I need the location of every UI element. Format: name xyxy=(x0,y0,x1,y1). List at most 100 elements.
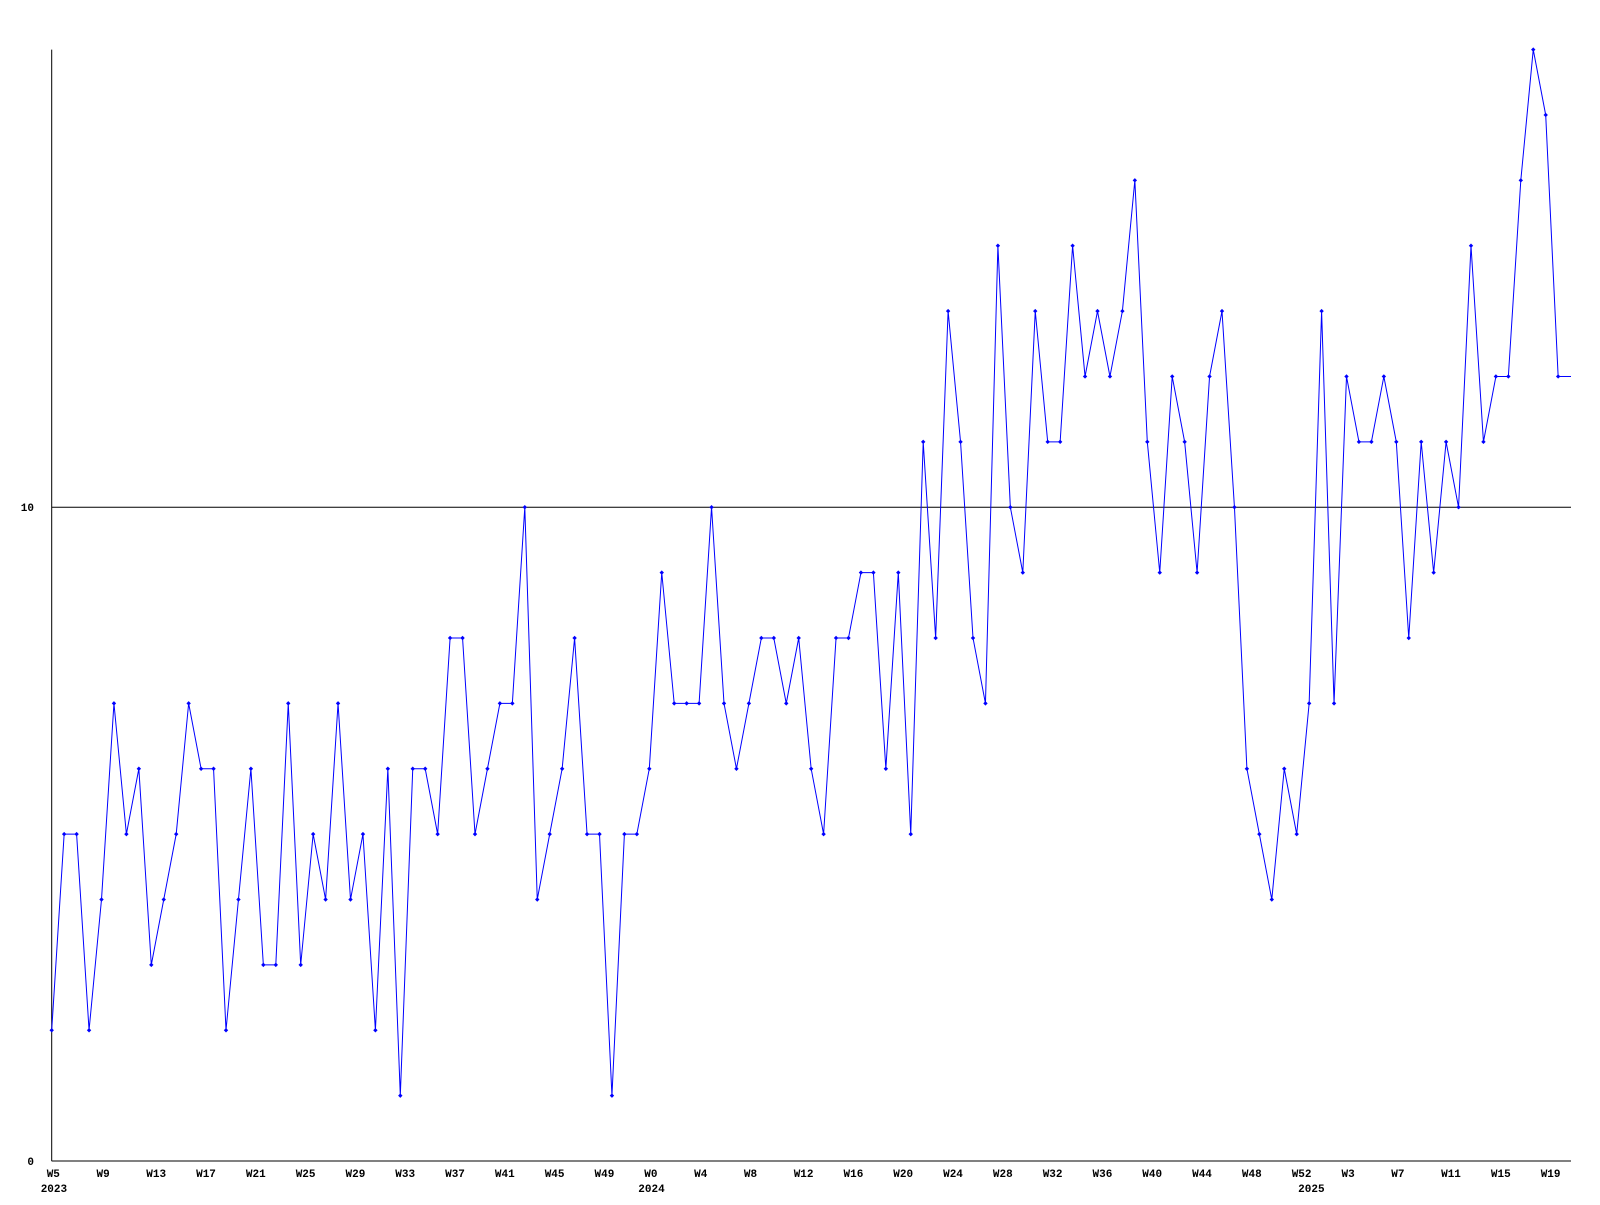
x-tick-label: W24 xyxy=(943,1169,963,1181)
point-marker xyxy=(1170,374,1175,379)
point-marker xyxy=(896,570,901,575)
point-marker xyxy=(1120,308,1125,314)
point-marker xyxy=(1107,374,1113,379)
point-marker xyxy=(1257,831,1262,837)
point-marker xyxy=(1033,308,1038,314)
point-marker xyxy=(1232,505,1237,510)
x-tick-label: W29 xyxy=(346,1169,366,1181)
point-marker xyxy=(435,831,440,837)
x-tick-label: W28 xyxy=(993,1169,1013,1181)
y-tick-label: 0 xyxy=(27,1157,34,1169)
point-marker xyxy=(198,766,204,771)
point-marker xyxy=(647,766,652,771)
point-marker xyxy=(945,308,951,314)
point-marker xyxy=(833,635,839,641)
x-tick-label: W44 xyxy=(1192,1169,1212,1181)
point-marker xyxy=(535,897,540,902)
x-tick-label: W49 xyxy=(595,1169,615,1181)
point-marker xyxy=(846,635,851,641)
point-marker xyxy=(1369,439,1374,445)
point-marker xyxy=(871,570,876,575)
point-marker xyxy=(1269,897,1274,902)
point-marker xyxy=(1045,439,1050,445)
x-tick-label: W3 xyxy=(1342,1169,1356,1181)
point-marker xyxy=(497,701,503,706)
point-marker xyxy=(1344,374,1349,379)
point-marker xyxy=(186,701,191,706)
point-marker xyxy=(1456,505,1461,510)
point-marker xyxy=(684,701,689,706)
x-tick-label: W8 xyxy=(744,1169,758,1181)
year-label: 2024 xyxy=(638,1184,665,1196)
point-marker xyxy=(373,1028,378,1033)
point-marker xyxy=(734,766,739,771)
point-marker xyxy=(111,701,117,706)
x-tick-label: W19 xyxy=(1541,1169,1561,1181)
x-tick-label: W48 xyxy=(1242,1169,1262,1181)
point-marker xyxy=(709,505,714,510)
x-tick-label: W17 xyxy=(196,1169,216,1181)
point-marker xyxy=(223,1028,229,1033)
point-marker xyxy=(149,962,154,968)
point-marker xyxy=(1145,439,1150,445)
point-marker xyxy=(1294,831,1299,837)
point-marker xyxy=(1331,701,1337,706)
point-marker xyxy=(124,831,129,837)
point-marker xyxy=(335,701,341,706)
point-marker xyxy=(1555,374,1561,379)
x-tick-label: W36 xyxy=(1093,1169,1113,1181)
point-marker xyxy=(236,897,241,902)
point-marker xyxy=(634,831,640,837)
point-marker xyxy=(672,701,677,706)
series-line xyxy=(51,49,1559,1096)
x-tick-label: W7 xyxy=(1391,1169,1404,1181)
point-marker xyxy=(410,766,415,771)
x-tick-label: W5 xyxy=(47,1169,61,1181)
x-tick-label: W33 xyxy=(395,1169,415,1181)
x-tick-label: W16 xyxy=(844,1169,864,1181)
point-marker xyxy=(759,635,764,641)
point-marker xyxy=(821,831,826,837)
point-marker xyxy=(86,1028,92,1033)
point-marker xyxy=(1282,766,1287,771)
point-marker xyxy=(1057,439,1063,445)
point-marker xyxy=(1157,570,1162,575)
point-marker xyxy=(1319,308,1324,314)
x-tick-label: W0 xyxy=(644,1169,657,1181)
point-marker xyxy=(161,897,166,902)
x-tick-label: W21 xyxy=(246,1169,266,1181)
point-marker xyxy=(1306,701,1312,706)
point-marker xyxy=(1394,439,1399,445)
point-marker xyxy=(970,635,976,641)
x-tick-label: W37 xyxy=(445,1169,465,1181)
year-label: 2023 xyxy=(41,1184,68,1196)
x-tick-label: W20 xyxy=(893,1169,913,1181)
x-tick-label: W11 xyxy=(1441,1169,1461,1181)
point-marker xyxy=(61,831,67,837)
point-marker xyxy=(572,635,577,641)
x-tick-label: W13 xyxy=(146,1169,166,1181)
point-marker xyxy=(746,701,752,706)
point-marker xyxy=(1182,439,1187,445)
point-marker xyxy=(908,831,913,837)
x-tick-label: W12 xyxy=(794,1169,814,1181)
point-marker xyxy=(696,701,702,706)
point-marker xyxy=(1095,308,1100,314)
point-marker xyxy=(784,701,789,706)
point-marker xyxy=(983,701,988,706)
point-marker xyxy=(1468,243,1474,248)
point-marker xyxy=(559,766,565,771)
point-marker xyxy=(298,962,303,968)
point-marker xyxy=(398,1093,403,1098)
point-marker xyxy=(547,831,552,837)
point-marker xyxy=(1518,178,1523,183)
x-tick-label: W40 xyxy=(1142,1169,1162,1181)
point-marker xyxy=(1431,570,1436,575)
point-marker xyxy=(1406,635,1411,641)
x-tick-label: W9 xyxy=(97,1169,110,1181)
point-marker xyxy=(1443,439,1449,445)
point-marker xyxy=(522,505,527,510)
point-marker xyxy=(659,570,664,575)
point-marker xyxy=(49,1028,54,1033)
point-marker xyxy=(1082,374,1088,379)
